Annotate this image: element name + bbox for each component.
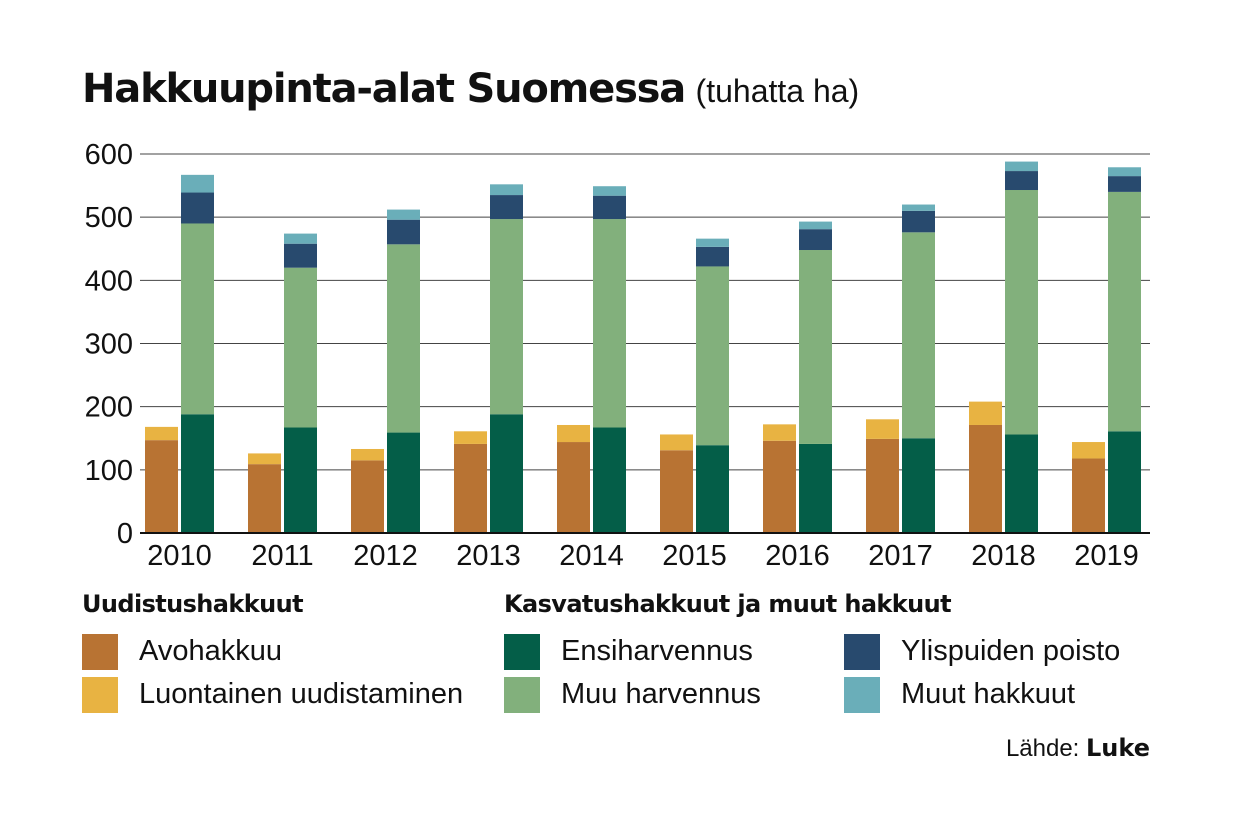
bar-avohakkuu-2015 [660,450,693,533]
bar-ylispuiden-poisto-2019 [1108,176,1141,192]
bar-muu-harvennus-2016 [799,250,832,444]
bar-avohakkuu-2016 [763,440,796,533]
bar-muu-harvennus-2013 [490,219,523,415]
x-tick-label-2017: 2017 [868,540,933,572]
y-tick-label-600: 600 [85,139,133,171]
bar-ensiharvennus-2017 [902,438,935,533]
y-tick-label-0: 0 [117,518,133,550]
bar-muu-harvennus-2010 [181,223,214,415]
x-tick-label-2012: 2012 [353,540,418,572]
y-tick-label-300: 300 [85,329,133,361]
bar-muut-hakkuut-2010 [181,174,214,193]
bar-muut-hakkuut-2013 [490,184,523,196]
bar-muut-hakkuut-2018 [1005,161,1038,172]
bar-muu-harvennus-2011 [284,267,317,428]
legend-swatch-ylispuiden-poisto [844,634,880,670]
bar-luontainen-uudistaminen-2018 [969,401,1002,425]
bar-luontainen-uudistaminen-2011 [248,453,281,465]
bar-ylispuiden-poisto-2013 [490,195,523,220]
bar-muut-hakkuut-2011 [284,233,317,244]
y-tick-label-100: 100 [85,455,133,487]
bar-avohakkuu-2013 [454,443,487,533]
legend-heading-kasvatushakkuut: Kasvatushakkuut ja muut hakkuut [504,590,952,618]
chart-subtitle: (tuhatta ha) [695,73,860,109]
x-tick-label-2016: 2016 [765,540,830,572]
bar-ylispuiden-poisto-2015 [696,246,729,267]
bar-avohakkuu-2018 [969,424,1002,533]
legend-swatch-luontainen-uudistaminen [82,677,118,713]
bar-luontainen-uudistaminen-2015 [660,434,693,451]
bar-luontainen-uudistaminen-2013 [454,431,487,444]
bar-muut-hakkuut-2016 [799,221,832,230]
bar-avohakkuu-2010 [145,440,178,533]
legend-label-avohakkuu: Avohakkuu [139,635,282,667]
bar-ylispuiden-poisto-2018 [1005,171,1038,191]
bar-ensiharvennus-2012 [387,432,420,533]
bar-avohakkuu-2011 [248,464,281,533]
bar-ylispuiden-poisto-2010 [181,192,214,224]
bar-luontainen-uudistaminen-2017 [866,419,899,439]
y-tick-label-500: 500 [85,202,133,234]
source-name: Luke [1086,734,1150,762]
chart-title: Hakkuupinta-alat Suomessa [82,66,686,112]
legend-swatch-muu-harvennus [504,677,540,713]
source-credit: Lähde: Luke [1006,734,1150,763]
bar-muu-harvennus-2014 [593,219,626,428]
bar-ensiharvennus-2010 [181,414,214,533]
y-tick-label-400: 400 [85,265,133,297]
legend-label-ylispuiden-poisto: Ylispuiden poisto [901,635,1121,667]
source-prefix: Lähde: [1005,735,1080,762]
x-tick-label-2015: 2015 [662,540,727,572]
y-tick-label-200: 200 [85,392,133,424]
x-tick-label-2010: 2010 [147,540,212,572]
legend-label-luontainen-uudistaminen: Luontainen uudistaminen [139,678,464,710]
legend-swatch-ensiharvennus [504,634,540,670]
bar-luontainen-uudistaminen-2012 [351,448,384,461]
bar-avohakkuu-2012 [351,460,384,533]
bar-muut-hakkuut-2015 [696,238,729,247]
bar-ylispuiden-poisto-2017 [902,210,935,233]
x-tick-label-2014: 2014 [559,540,624,572]
bar-ensiharvennus-2014 [593,427,626,533]
legend-swatch-muut-hakkuut [844,677,880,713]
bar-ensiharvennus-2019 [1108,431,1141,533]
bar-muu-harvennus-2019 [1108,191,1141,432]
bar-luontainen-uudistaminen-2010 [145,426,178,441]
bar-muu-harvennus-2015 [696,266,729,446]
bar-ylispuiden-poisto-2012 [387,219,420,245]
bar-avohakkuu-2019 [1072,458,1105,533]
bar-ensiharvennus-2015 [696,445,729,533]
bar-muu-harvennus-2017 [902,232,935,439]
bar-muut-hakkuut-2012 [387,209,420,220]
bar-ensiharvennus-2011 [284,427,317,533]
bar-ensiharvennus-2018 [1005,434,1038,533]
bar-luontainen-uudistaminen-2016 [763,424,796,441]
x-tick-label-2013: 2013 [456,540,521,572]
bar-muut-hakkuut-2019 [1108,167,1141,177]
legend-label-ensiharvennus: Ensiharvennus [561,635,753,667]
bar-muu-harvennus-2012 [387,244,420,433]
x-tick-label-2018: 2018 [971,540,1036,572]
bar-avohakkuu-2017 [866,438,899,533]
bar-ylispuiden-poisto-2016 [799,229,832,251]
bar-ylispuiden-poisto-2011 [284,243,317,268]
bar-luontainen-uudistaminen-2019 [1072,442,1105,459]
bar-chart: 0 100 200 300 400 500 600 2010 2011 2012 2013 2014 2… [85,139,1150,572]
x-tick-label-2011: 2011 [251,540,313,572]
bar-muut-hakkuut-2014 [593,186,626,196]
bar-ylispuiden-poisto-2014 [593,195,626,220]
bar-avohakkuu-2014 [557,442,590,533]
legend-heading-uudistushakkuut: Uudistushakkuut [82,590,304,618]
legend-label-muut-hakkuut: Muut hakkuut [901,678,1076,710]
legend-label-muu-harvennus: Muu harvennus [561,678,761,710]
bar-luontainen-uudistaminen-2014 [557,424,590,443]
chart-title-row: Hakkuupinta-alat Suomessa (tuhatta ha) [82,66,859,112]
legend-swatch-avohakkuu [82,634,118,670]
bar-ensiharvennus-2013 [490,414,523,533]
bar-muu-harvennus-2018 [1005,190,1038,435]
bar-ensiharvennus-2016 [799,443,832,533]
bar-muut-hakkuut-2017 [902,204,935,211]
x-tick-label-2019: 2019 [1074,540,1139,572]
